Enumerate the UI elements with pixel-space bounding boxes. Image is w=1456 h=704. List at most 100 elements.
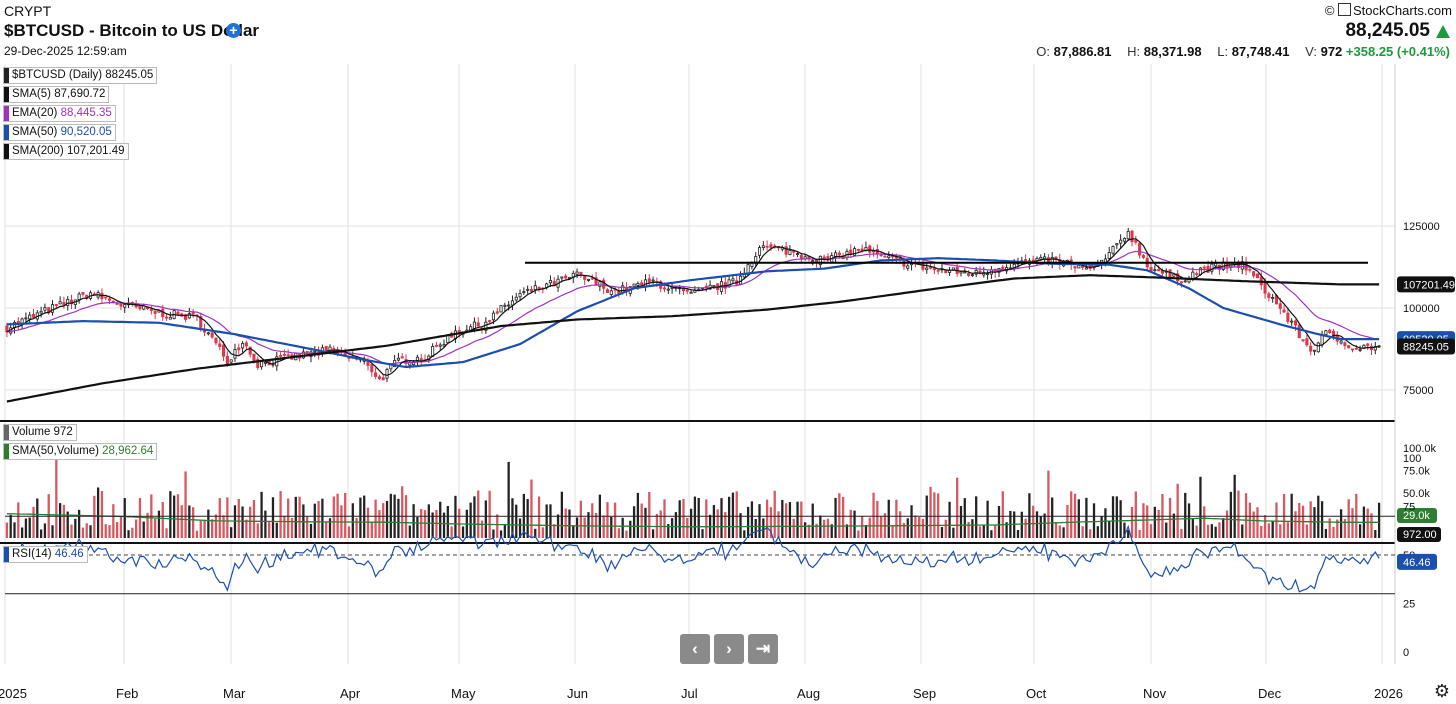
volume-bar [96,487,100,538]
candle-body [385,369,389,379]
candle-body [507,304,511,307]
x-tick-label: Apr [340,686,361,701]
volume-bar [1320,501,1324,538]
volume-bar [249,506,252,538]
candle-body [488,320,492,322]
volume-bar [625,530,628,538]
candle-body [286,354,290,357]
volume-bar [222,515,225,538]
volume-bar [1176,483,1179,538]
candle-body [107,298,112,301]
candle-body [526,288,530,291]
volume-bar [294,496,297,538]
candle-body [1130,230,1134,243]
volume-bar [762,518,765,538]
volume-bar [74,518,77,538]
end-button[interactable]: ⇥ [748,634,778,664]
candle-body [1343,342,1347,347]
volume-bar [583,517,586,538]
volume-bar [93,495,96,538]
volume-bar [887,499,890,538]
volume-bar [290,517,294,538]
volume-bar [347,526,351,538]
legend-sma200: SMA(200) 107,201.49 [3,143,129,160]
x-tick-label: Sep [913,686,936,701]
volume-bar [382,503,385,538]
volume-bar [720,498,723,538]
y-tick-label: 125000 [1403,221,1440,233]
volume-bar [830,524,833,538]
logo-icon [1338,3,1352,16]
volume-bar [499,530,503,538]
candle-body [1271,297,1275,299]
volume-bar [115,522,119,538]
panel-separators [0,64,1396,664]
volume-bar [724,512,727,538]
candle-body [187,313,191,319]
candle-body [1195,273,1199,275]
volume-bar [9,514,12,538]
candlesticks [5,227,1381,383]
volume-bar [397,498,400,538]
prev-button[interactable]: ‹ [680,634,710,664]
volume-bar [1172,513,1175,538]
volume-bar [85,523,88,538]
volume-bar [165,528,168,538]
candle-body [77,293,81,301]
volume-bar [5,522,9,538]
volume-bar [1092,503,1096,538]
legend-vol-sma: SMA(50,Volume) 28,962.64 [3,443,158,460]
gear-icon[interactable]: ⚙ [1433,681,1450,701]
candle-body [1149,267,1153,272]
sma50-line [6,256,1380,369]
volume-bar [241,506,244,538]
stockcharts-logo[interactable]: © StockCharts.com [1324,3,1452,18]
sma200-value-tag-bg [1397,276,1455,293]
candle-body [472,321,476,329]
candle-body [685,289,689,292]
volume-bar [1111,496,1115,538]
volume-bar [845,524,849,538]
volume-bar [579,500,583,538]
candle-body [1073,266,1077,269]
volume-bar [1317,495,1320,538]
volume-bar [1305,524,1309,538]
volume-bar [1062,527,1065,538]
plus-icon[interactable]: + [226,23,241,38]
candle-body [575,271,579,275]
volume-bar [743,530,746,538]
rsi-tick-label: 100 [1403,453,1421,465]
candle-body [495,311,499,314]
volume-bar [800,501,803,538]
volume-bar [545,504,548,538]
legend-vsma-name: SMA(50,Volume) [12,445,99,457]
volume-bar [507,461,510,538]
volume-bar [769,507,773,538]
volume-bar [1184,492,1187,538]
volume-bar [518,518,522,538]
candle-body [1240,261,1244,270]
candle-body [279,354,283,357]
volume-bar [218,498,221,538]
candle-body [548,280,552,284]
candle-body [176,311,180,315]
candle-body [1350,348,1355,351]
candle-body [1312,349,1317,352]
volume-bar [439,501,442,538]
volume-bar [511,498,514,538]
volume-bar [1001,491,1004,538]
rsi-last-tag: 46.46 [1403,557,1431,569]
volume-bar [857,530,860,538]
candle-body [1301,339,1305,342]
candle-body [377,376,381,380]
candle-body [761,245,765,248]
volume-bar [416,516,419,538]
candle-body [1255,273,1260,279]
volume-bar [412,504,415,538]
candle-body [1111,246,1115,254]
next-button[interactable]: › [714,634,744,664]
candle-body [225,355,229,365]
volume-bar [1085,497,1088,538]
candle-body [165,316,169,319]
volume-bar [138,498,142,538]
